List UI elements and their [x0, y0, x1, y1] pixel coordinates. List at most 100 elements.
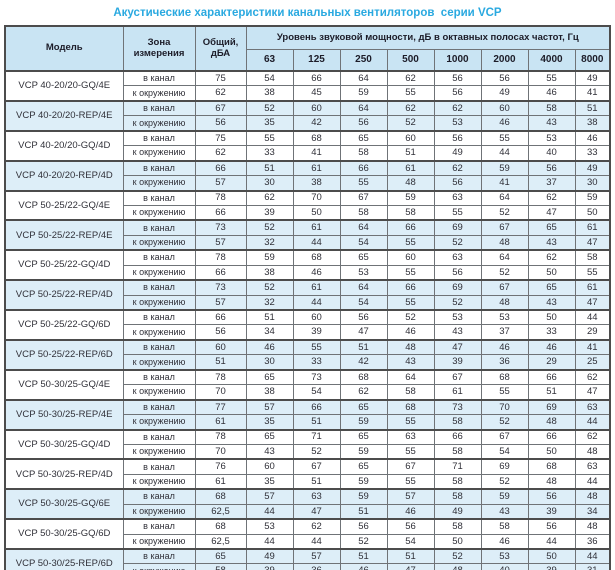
sound-power-value: 52	[480, 204, 529, 221]
sound-power-value: 48	[386, 175, 435, 191]
total-dba-value: 67	[194, 99, 247, 117]
sound-power-value: 59	[339, 85, 388, 102]
sound-power-value: 60	[292, 309, 341, 326]
sound-power-value: 68	[480, 368, 529, 386]
sound-power-value: 65	[527, 279, 576, 296]
table-row: к окружению 66 38 46 53 55 56 52 50 55	[5, 264, 611, 281]
sound-power-value: 34	[574, 503, 611, 520]
sound-power-value: 51	[339, 338, 388, 356]
measurement-zone: в канал	[122, 338, 196, 356]
sound-power-value: 66	[527, 428, 576, 445]
acoustic-characteristics-table: Модель Зона измерения Общий, дБА Уровень…	[4, 25, 612, 570]
total-dba-value: 58	[194, 563, 247, 570]
sound-power-value: 65	[527, 219, 576, 236]
sound-power-value: 39	[292, 324, 341, 341]
measurement-zone: в канал	[122, 279, 196, 296]
sound-power-value: 71	[292, 428, 341, 445]
sound-power-value: 54	[386, 533, 435, 550]
table-row: VCP 50-30/25-GQ/6E в канал 68 57 63 59 57 58 59 5…	[4, 488, 611, 520]
sound-power-value: 55	[574, 264, 611, 281]
sound-power-value: 43	[527, 234, 576, 251]
measurement-zone: к окружению	[122, 145, 196, 162]
model-name: VCP 50-25/22-GQ/6D	[4, 309, 124, 341]
sound-power-value: 59	[339, 443, 388, 460]
sound-power-value: 58	[433, 443, 482, 460]
total-dba-value: 75	[194, 129, 247, 147]
measurement-zone: к окружению	[122, 85, 196, 102]
model-name: VCP 40-20/20-GQ/4E	[4, 70, 124, 102]
model-name: VCP 50-30/25-GQ/4E	[4, 368, 124, 401]
sound-power-value: 65	[245, 428, 294, 445]
sound-power-value: 43	[480, 503, 529, 520]
sound-power-value: 63	[574, 458, 611, 475]
measurement-zone: к окружению	[122, 533, 196, 550]
sound-power-value: 48	[480, 294, 529, 311]
sound-power-value: 36	[292, 563, 341, 570]
table-row: к окружению 66 39 50 58 58 55 52 47 50	[5, 204, 611, 221]
sound-power-value: 59	[339, 473, 388, 490]
sound-power-value: 67	[386, 458, 435, 475]
sound-power-value: 47	[292, 503, 341, 520]
col-header-frequency: 4000	[527, 49, 576, 72]
sound-power-value: 33	[292, 354, 341, 371]
sound-power-value: 65	[339, 428, 388, 445]
col-header-sound-power: Уровень звуковой мощности, дБ в октавных…	[245, 25, 611, 50]
model-name: VCP 50-25/22-REP/4D	[4, 279, 124, 311]
total-dba-value: 62,5	[194, 533, 247, 550]
sound-power-value: 64	[386, 368, 435, 386]
table-row: к окружению 56 35 42 56 52 53 46 43 38	[5, 115, 611, 132]
sound-power-value: 29	[574, 324, 611, 341]
sound-power-value: 46	[386, 503, 435, 520]
sound-power-value: 41	[574, 85, 611, 102]
table-row: к окружению583936464748403931	[5, 563, 611, 570]
sound-power-value: 64	[339, 70, 388, 87]
sound-power-value: 55	[480, 384, 529, 401]
sound-power-value: 53	[527, 129, 576, 147]
sound-power-value: 57	[292, 548, 341, 565]
col-header-frequency: 500	[386, 49, 435, 72]
sound-power-value: 61	[292, 159, 341, 177]
total-dba-value: 78	[194, 368, 247, 386]
sound-power-value: 44	[480, 145, 529, 162]
sound-power-value: 62	[527, 189, 576, 206]
measurement-zone: к окружению	[122, 234, 196, 251]
sound-power-value: 43	[527, 294, 576, 311]
sound-power-value: 36	[480, 354, 529, 371]
sound-power-value: 55	[245, 129, 294, 147]
measurement-zone: в канал	[122, 219, 196, 236]
sound-power-value: 44	[574, 473, 611, 490]
table-row: VCP 40-20/20-REP/4D в канал 66 51 61 66 61 62 59…	[4, 159, 611, 191]
sound-power-value: 45	[292, 85, 341, 102]
total-dba-value: 57	[194, 234, 247, 251]
sound-power-value: 61	[433, 384, 482, 401]
sound-power-value: 71	[433, 458, 482, 475]
sound-power-value: 69	[433, 279, 482, 296]
sound-power-value: 58	[339, 204, 388, 221]
total-dba-value: 70	[194, 384, 247, 401]
sound-power-value: 63	[433, 189, 482, 206]
sound-power-value: 44	[527, 533, 576, 550]
measurement-zone: к окружению	[122, 354, 196, 371]
sound-power-value: 59	[386, 189, 435, 206]
model-name: VCP 50-30/25-GQ/6D	[4, 518, 124, 550]
sound-power-value: 61	[292, 279, 341, 296]
measurement-zone: в канал	[122, 548, 196, 565]
sound-power-value: 44	[292, 294, 341, 311]
sound-power-value: 51	[339, 503, 388, 520]
col-header-zone: Зона измерения	[122, 25, 196, 72]
total-dba-value: 57	[194, 294, 247, 311]
sound-power-value: 55	[386, 294, 435, 311]
sound-power-value: 51	[386, 548, 435, 565]
sound-power-value: 64	[339, 99, 388, 117]
sound-power-value: 61	[574, 219, 611, 236]
sound-power-value: 53	[480, 548, 529, 565]
sound-power-value: 47	[574, 234, 611, 251]
measurement-zone: к окружению	[122, 414, 196, 430]
sound-power-value: 39	[245, 563, 294, 570]
sound-power-value: 51	[574, 99, 611, 117]
measurement-zone: в канал	[122, 518, 196, 535]
total-dba-value: 66	[194, 159, 247, 177]
sound-power-value: 58	[339, 145, 388, 162]
col-header-frequency: 125	[292, 49, 341, 72]
